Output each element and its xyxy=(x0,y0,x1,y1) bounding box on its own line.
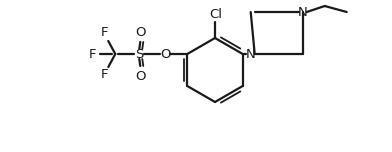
Text: F: F xyxy=(89,47,96,60)
Text: N: N xyxy=(298,5,308,19)
Text: O: O xyxy=(135,26,145,38)
Text: F: F xyxy=(100,69,108,81)
Text: O: O xyxy=(160,47,171,60)
Text: S: S xyxy=(135,47,143,60)
Text: N: N xyxy=(246,47,256,60)
Text: F: F xyxy=(100,26,108,40)
Text: O: O xyxy=(135,69,145,83)
Text: Cl: Cl xyxy=(209,9,223,21)
